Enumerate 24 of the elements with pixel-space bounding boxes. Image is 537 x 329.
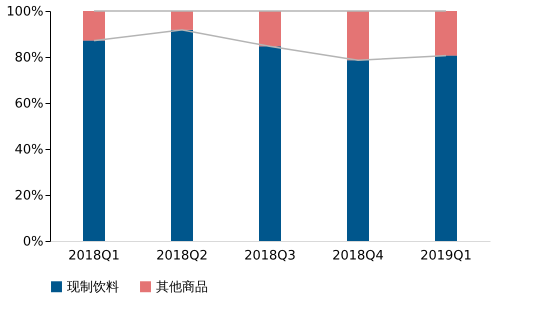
y-tick-label: 80%: [14, 50, 44, 66]
bar: [259, 46, 281, 241]
bar: [171, 11, 193, 30]
y-tick-label: 0%: [22, 234, 44, 250]
x-tick-label: 2018Q2: [156, 248, 208, 264]
bar: [171, 30, 193, 241]
line-series: [93, 29, 447, 61]
x-tick-label: 2018Q1: [68, 248, 120, 264]
bar: [259, 11, 281, 46]
bar: [435, 56, 457, 241]
legend-label: 其他商品: [156, 280, 208, 295]
x-tick-label: 2018Q3: [244, 248, 296, 264]
legend-label: 现制饮料: [67, 280, 119, 295]
y-tick-label: 100%: [6, 4, 44, 20]
bar: [83, 40, 105, 241]
x-tick-label: 2019Q1: [420, 248, 472, 264]
bar: [347, 60, 369, 241]
bar: [83, 11, 105, 41]
y-tick-label: 20%: [14, 188, 44, 204]
y-tick-label: 40%: [14, 142, 44, 158]
y-tick-label: 60%: [14, 96, 44, 112]
x-tick-label: 2018Q4: [332, 248, 384, 264]
bar: [435, 11, 457, 56]
bar: [347, 11, 369, 60]
